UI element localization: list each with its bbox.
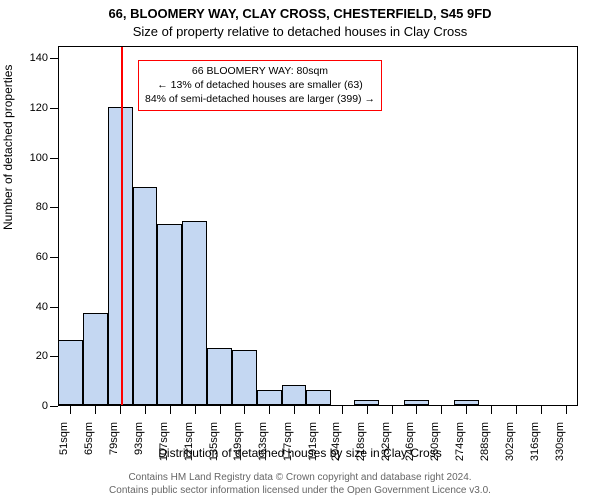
y-tick [50,158,58,159]
y-tick [50,58,58,59]
attribution-line-1: Contains HM Land Registry data © Crown c… [128,472,471,483]
x-tick [541,406,542,414]
y-tick-label: 0 [42,400,48,412]
y-tick [50,108,58,109]
x-tick [220,406,221,414]
x-tick [566,406,567,414]
annotation-line-1: 66 BLOOMERY WAY: 80sqm [145,64,375,78]
x-tick [95,406,96,414]
y-tick-label: 20 [36,350,48,362]
x-tick [269,406,270,414]
y-tick-label: 40 [36,301,48,313]
y-axis-label: Number of detached properties [1,65,15,230]
x-tick [145,406,146,414]
y-tick-label: 140 [30,52,48,64]
x-tick [120,406,121,414]
y-tick [50,257,58,258]
y-tick [50,406,58,407]
y-tick [50,307,58,308]
x-tick [195,406,196,414]
plot-area: 020406080100120140 51sqm65sqm79sqm93sqm1… [58,46,578,406]
annotation-box: 66 BLOOMERY WAY: 80sqm ← 13% of detached… [138,60,382,111]
attribution-line-2: Contains public sector information licen… [109,485,491,496]
x-tick [294,406,295,414]
x-tick [319,406,320,414]
x-tick [491,406,492,414]
chart-subtitle: Size of property relative to detached ho… [0,24,600,39]
y-tick [50,356,58,357]
x-tick [466,406,467,414]
x-tick [441,406,442,414]
x-tick [392,406,393,414]
attribution: Contains HM Land Registry data © Crown c… [0,471,600,497]
chart-container: 66, BLOOMERY WAY, CLAY CROSS, CHESTERFIE… [0,0,600,500]
y-tick-label: 100 [30,152,48,164]
annotation-line-3: 84% of semi-detached houses are larger (… [145,92,375,106]
address-title: 66, BLOOMERY WAY, CLAY CROSS, CHESTERFIE… [0,6,600,21]
y-tick [50,207,58,208]
x-tick [342,406,343,414]
x-tick [516,406,517,414]
x-tick [170,406,171,414]
y-tick-label: 60 [36,251,48,263]
x-tick [70,406,71,414]
y-tick-label: 120 [30,102,48,114]
y-tick-label: 80 [36,201,48,213]
x-tick [416,406,417,414]
x-tick [367,406,368,414]
x-tick [244,406,245,414]
x-axis-label: Distribution of detached houses by size … [0,446,600,460]
annotation-line-2: ← 13% of detached houses are smaller (63… [145,78,375,92]
